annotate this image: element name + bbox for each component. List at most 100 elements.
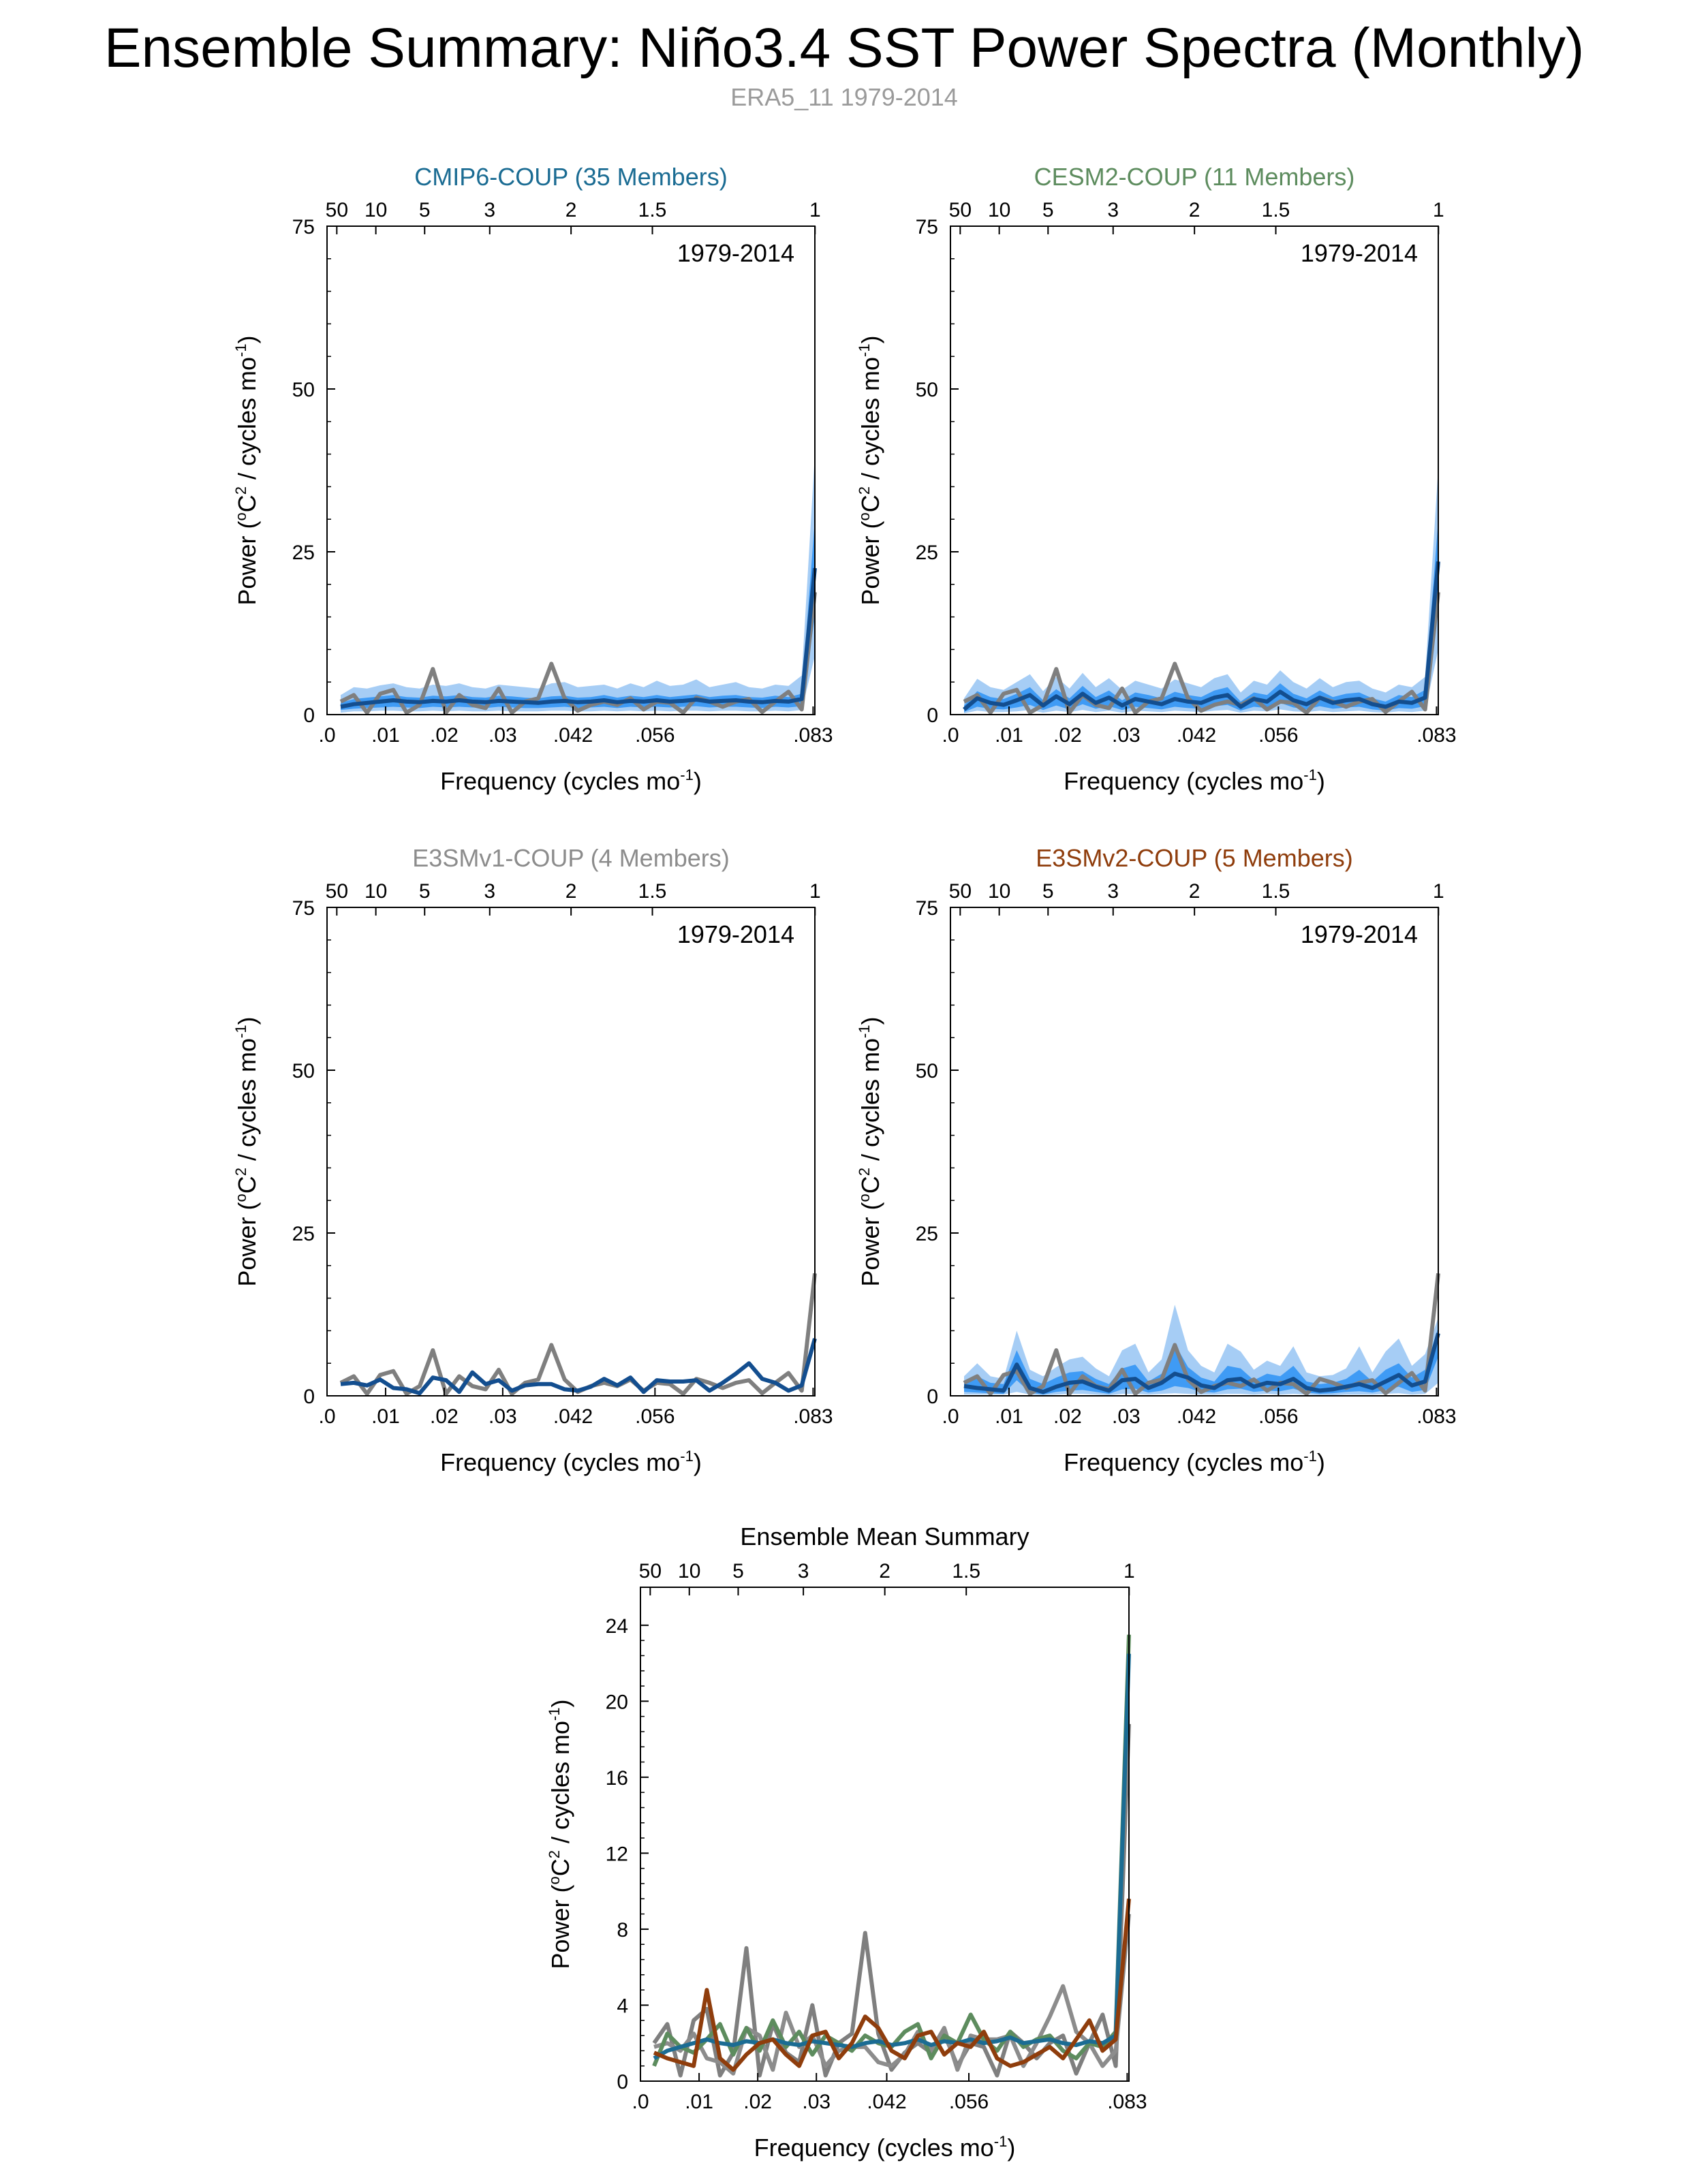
- x-axis-label-end: ): [1317, 1448, 1325, 1476]
- x-tick-label: .083: [793, 724, 833, 747]
- x-axis-label-main: Frequency (cycles mo: [440, 1448, 680, 1476]
- x-axis-label-sup: -1: [680, 766, 694, 783]
- spread-inner-band: [341, 519, 815, 711]
- period-tick-label: 2: [1189, 880, 1200, 903]
- period-tick-label: 10: [988, 199, 1010, 221]
- y-tick-label: 50: [292, 379, 315, 401]
- page-title: Ensemble Summary: Niño3.4 SST Power Spec…: [104, 17, 1584, 79]
- period-tick-label: 2: [1189, 199, 1200, 221]
- x-axis-label-main: Frequency (cycles mo: [1064, 767, 1303, 795]
- y-tick-label: 0: [303, 1386, 315, 1408]
- x-axis-label-sup: -1: [994, 2133, 1008, 2150]
- x-axis-label-end: ): [694, 767, 702, 795]
- y-axis-label-degree: o: [546, 1876, 563, 1884]
- y-axis-label-degree: o: [856, 1194, 873, 1202]
- x-axis-label-end: ): [694, 1448, 702, 1476]
- x-tick-label: .03: [489, 1405, 517, 1428]
- x-tick-label: .03: [1112, 1405, 1141, 1428]
- x-tick-label: .03: [802, 2091, 831, 2113]
- period-tick-label: 1.5: [1262, 880, 1290, 903]
- y-tick-label: 25: [292, 542, 315, 564]
- y-axis-label-unit: C: [233, 495, 261, 512]
- panel-cesm2: 0 25 50 75 .0 .01 .02 .03 .042 .056 .083 50 10 5 3 2 1.5…: [856, 163, 1457, 795]
- series-line-cmip6-coup: [653, 1653, 1131, 2061]
- panel-title: E3SMv1-COUP (4 Members): [412, 844, 729, 872]
- x-tick-label: .0: [942, 1405, 959, 1428]
- y-axis-label-unit: C: [856, 495, 884, 512]
- period-tick-label: 50: [326, 880, 348, 903]
- panel-title: CESM2-COUP (11 Members): [1034, 163, 1355, 191]
- y-tick-label: 75: [916, 897, 938, 920]
- y-axis-label: Power (oC2 / cycles mo-1): [546, 1699, 574, 1969]
- panel-title: CMIP6-COUP (35 Members): [414, 163, 727, 191]
- period-label: 1979-2014: [1301, 239, 1418, 267]
- period-tick-label: 1.5: [638, 880, 667, 903]
- x-tick-label: .083: [1107, 2091, 1147, 2113]
- series-line-era5-11: [652, 1723, 1131, 2078]
- y-axis-label-rest: / cycles mo: [856, 357, 884, 486]
- x-axis-label: Frequency (cycles mo-1): [1064, 1448, 1325, 1476]
- period-tick-label: 5: [419, 880, 431, 903]
- plot-frame: [950, 907, 1439, 1397]
- x-axis-label-end: ): [1007, 2134, 1015, 2162]
- period-tick-label: 1.5: [952, 1560, 980, 1582]
- y-axis-label-unit: C: [546, 1858, 574, 1876]
- x-tick-label: .042: [1177, 724, 1216, 747]
- panel-e3smv1: 0 25 50 75 .0 .01 .02 .03 .042 .056 .083 50 10 5 3 2 1.5…: [232, 844, 833, 1476]
- y-tick-label: 0: [617, 2071, 628, 2093]
- x-axis-label: Frequency (cycles mo-1): [440, 766, 702, 795]
- period-tick-label: 2: [565, 880, 577, 903]
- y-axis-label-sup: -1: [546, 1707, 563, 1721]
- y-axis-label-sup: -1: [856, 1025, 873, 1038]
- x-axis-label-sup: -1: [1303, 1448, 1317, 1465]
- y-axis-label-main: Power (: [856, 521, 884, 606]
- series-line-e3smv2-coup: [653, 1899, 1131, 2072]
- y-axis-label: Power (oC2 / cycles mo-1): [856, 335, 884, 605]
- x-tick-label: .03: [489, 724, 517, 747]
- y-axis-label-end: ): [856, 1016, 884, 1025]
- x-tick-label: .02: [1053, 724, 1082, 747]
- x-axis-label: Frequency (cycles mo-1): [440, 1448, 702, 1476]
- series-line-model-mean: [963, 561, 1440, 711]
- x-tick-label: .056: [635, 1405, 675, 1428]
- x-axis-label-main: Frequency (cycles mo: [440, 767, 680, 795]
- period-tick-label: 50: [639, 1560, 662, 1582]
- period-tick-label: 3: [798, 1560, 809, 1582]
- period-tick-label: 50: [949, 199, 972, 221]
- x-tick-label: .02: [743, 2091, 772, 2113]
- y-tick-label: 25: [916, 542, 938, 564]
- y-axis-label: Power (oC2 / cycles mo-1): [232, 1016, 261, 1286]
- x-tick-label: .056: [949, 2091, 989, 2113]
- x-axis-label-main: Frequency (cycles mo: [1064, 1448, 1303, 1476]
- x-axis-label-end: ): [1317, 767, 1325, 795]
- x-tick-label: .042: [1177, 1405, 1216, 1428]
- y-tick-label: 75: [292, 216, 315, 238]
- period-tick-label: 2: [565, 199, 577, 221]
- x-tick-label: .0: [942, 724, 959, 747]
- x-tick-label: .042: [867, 2091, 906, 2113]
- period-tick-label: 1: [1433, 199, 1444, 221]
- x-axis-label-sup: -1: [680, 1448, 694, 1465]
- period-tick-label: 1.5: [1262, 199, 1290, 221]
- period-tick-label: 50: [949, 880, 972, 903]
- spread-outer-band: [341, 454, 815, 713]
- x-tick-label: .01: [371, 1405, 400, 1428]
- y-axis-label-square: 2: [232, 486, 249, 495]
- y-tick-label: 0: [927, 704, 938, 727]
- y-axis-label-main: Power (: [233, 521, 261, 606]
- y-axis-label-degree: o: [856, 512, 873, 520]
- y-axis-label: Power (oC2 / cycles mo-1): [856, 1016, 884, 1286]
- period-tick-label: 1: [1433, 880, 1444, 903]
- period-tick-label: 10: [988, 880, 1010, 903]
- y-axis-label-unit: C: [856, 1176, 884, 1194]
- y-axis-label-end: ): [856, 335, 884, 343]
- x-axis-label-main: Frequency (cycles mo: [754, 2134, 994, 2162]
- period-label: 1979-2014: [1301, 920, 1418, 948]
- y-axis-label-end: ): [233, 1016, 261, 1025]
- y-axis-label-end: ): [546, 1699, 574, 1707]
- period-tick-label: 10: [365, 880, 387, 903]
- y-axis-label-rest: / cycles mo: [856, 1038, 884, 1168]
- x-tick-label: .02: [430, 724, 459, 747]
